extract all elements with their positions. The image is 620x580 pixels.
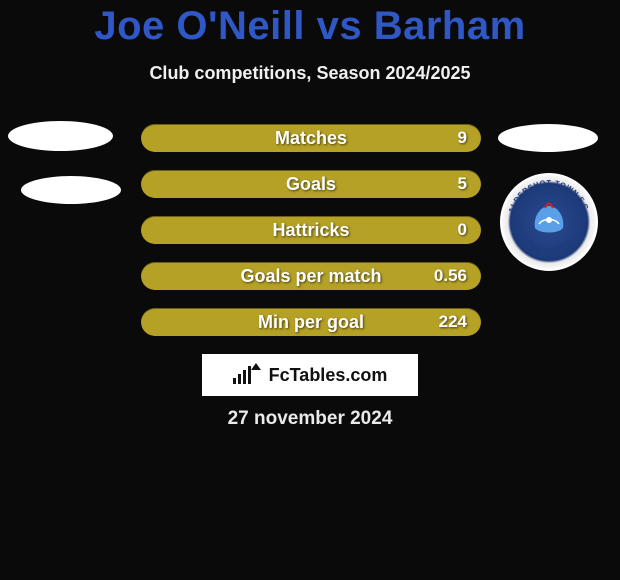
player-photo-placeholder-top-left: [8, 121, 113, 151]
stat-label: Min per goal: [258, 312, 364, 333]
club-crest-aldershot: ALDERSHOT TOWN F.C. THE SHOTS: [500, 173, 598, 271]
stat-bar-goals-per-match: Goals per match 0.56: [141, 262, 481, 290]
subtitle: Club competitions, Season 2024/2025: [0, 63, 620, 84]
stat-bar-min-per-goal: Min per goal 224: [141, 308, 481, 336]
generated-date: 27 november 2024: [228, 408, 393, 430]
stat-label: Goals per match: [240, 266, 381, 287]
stat-value-right: 0: [458, 220, 467, 240]
brand-attribution[interactable]: FcTables.com: [202, 354, 418, 396]
bar-chart-rising-icon: [233, 366, 263, 384]
stat-label: Hattricks: [272, 220, 349, 241]
svg-text:THE SHOTS: THE SHOTS: [525, 238, 573, 255]
comparison-stats: Matches 9 Goals 5 Hattricks 0 Goals per …: [141, 124, 481, 354]
stat-bar-goals: Goals 5: [141, 170, 481, 198]
brand-text: FcTables.com: [269, 365, 388, 386]
stat-value-right: 0.56: [434, 266, 467, 286]
stat-bar-matches: Matches 9: [141, 124, 481, 152]
player-photo-placeholder-top-right: [498, 124, 598, 152]
stat-value-right: 5: [458, 174, 467, 194]
stat-value-right: 9: [458, 128, 467, 148]
stat-label: Matches: [275, 128, 347, 149]
stat-label: Goals: [286, 174, 336, 195]
stat-bar-hattricks: Hattricks 0: [141, 216, 481, 244]
phoenix-crest-icon: ALDERSHOT TOWN F.C. THE SHOTS: [500, 173, 598, 271]
comparison-title: Joe O'Neill vs Barham: [0, 0, 620, 49]
stat-value-right: 224: [439, 312, 467, 332]
club-crest-placeholder-left: [21, 176, 121, 204]
